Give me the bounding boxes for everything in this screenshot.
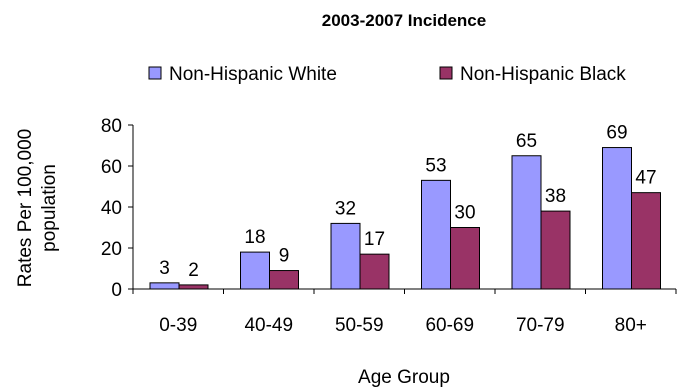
x-axis-ticks: 0-39 40-49 50-59 60-69 70-79 80+ [132, 289, 677, 336]
data-labels: 3 2 18 9 32 17 53 30 65 38 69 47 [159, 123, 656, 281]
legend-label-black: Non-Hispanic Black [460, 64, 626, 85]
data-label-white-70-79: 65 [516, 131, 537, 152]
chart-title: 2003-2007 Incidence [322, 11, 486, 30]
legend: Non-Hispanic White Non-Hispanic Black [148, 64, 626, 85]
data-label-white-0-39: 3 [159, 258, 170, 279]
bar-white-40-49 [240, 251, 270, 290]
bar-white-70-79 [511, 155, 542, 290]
y-axis-title-line-1: Rates Per 100,000 [15, 129, 36, 287]
data-label-white-40-49: 18 [244, 227, 265, 248]
bars [149, 147, 661, 290]
y-tick-label: 40 [101, 198, 122, 219]
bar-black-50-59 [359, 253, 390, 290]
x-tick-label: 40-49 [244, 315, 293, 336]
y-tick-label: 60 [101, 157, 122, 178]
y-tick-label: 20 [101, 239, 122, 260]
bar-black-80+ [631, 192, 661, 290]
x-tick-label: 60-69 [425, 315, 474, 336]
bar-white-50-59 [330, 222, 361, 290]
x-tick-label: 0-39 [159, 315, 197, 336]
legend-label-white: Non-Hispanic White [169, 64, 337, 85]
x-tick-label: 70-79 [516, 315, 565, 336]
bar-white-60-69 [421, 179, 451, 290]
data-label-black-70-79: 38 [545, 186, 566, 207]
data-label-white-50-59: 32 [335, 198, 356, 219]
y-tick-label: 0 [111, 280, 122, 301]
data-label-black-0-39: 2 [188, 260, 199, 281]
bar-black-0-39 [178, 284, 209, 290]
legend-swatch-white [148, 66, 162, 80]
data-label-black-40-49: 9 [279, 246, 290, 267]
bar-white-0-39 [149, 282, 180, 290]
data-label-black-60-69: 30 [454, 203, 475, 224]
data-label-white-80+: 69 [606, 123, 627, 144]
y-axis-ticks: 0 20 40 60 80 [101, 116, 133, 301]
y-axis-title: Rates Per 100,000 population [15, 129, 60, 287]
data-label-black-80+: 47 [635, 168, 656, 189]
x-tick-label: 80+ [615, 315, 647, 336]
y-axis-title-line-2: population [39, 164, 60, 252]
data-label-black-50-59: 17 [364, 229, 385, 250]
x-tick-label: 50-59 [335, 315, 384, 336]
bar-black-70-79 [540, 210, 571, 290]
bar-white-80+ [602, 147, 632, 290]
legend-swatch-black [439, 66, 453, 80]
bar-black-60-69 [450, 227, 480, 290]
data-label-white-60-69: 53 [425, 155, 446, 176]
x-axis-title: Age Group [358, 367, 450, 388]
bar-black-40-49 [269, 270, 299, 290]
y-tick-label: 80 [101, 116, 122, 137]
